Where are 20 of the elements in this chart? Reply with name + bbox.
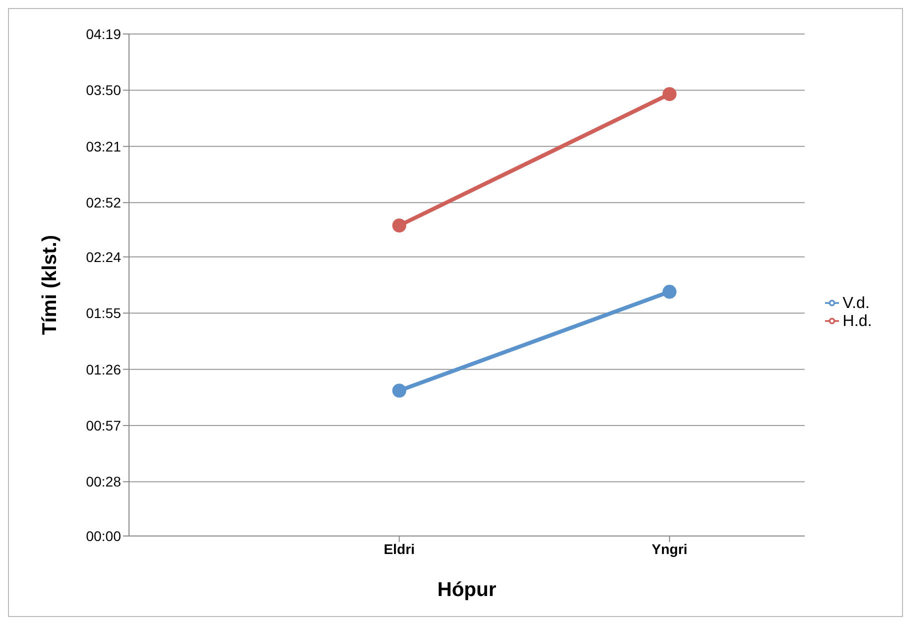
point: [392, 384, 406, 398]
point: [662, 87, 677, 102]
x-axis-title: Hópur: [437, 579, 496, 601]
legend-label: V.d.: [842, 294, 870, 312]
legend-label: H.d.: [842, 312, 872, 330]
x-tick-label: Yngri: [652, 540, 688, 557]
y-tick-label: 01:26: [86, 361, 122, 378]
y-tick-label: 04:19: [86, 26, 122, 42]
point: [662, 284, 677, 299]
y-tick-label: 03:21: [86, 138, 122, 154]
y-tick-label: 02:52: [86, 194, 122, 211]
x-tick-label: Eldri: [384, 540, 415, 557]
point: [392, 218, 406, 232]
y-tick-label: 00:00: [86, 528, 122, 544]
y-tick-label: 01:55: [86, 305, 122, 322]
y-tick-label: 00:28: [86, 474, 122, 490]
y-tick-label: 00:57: [86, 417, 122, 434]
y-tick-label: 02:24: [86, 248, 122, 265]
y-tick-label: 03:50: [86, 82, 122, 98]
y-axis-title: Tími (klst.): [39, 234, 62, 336]
